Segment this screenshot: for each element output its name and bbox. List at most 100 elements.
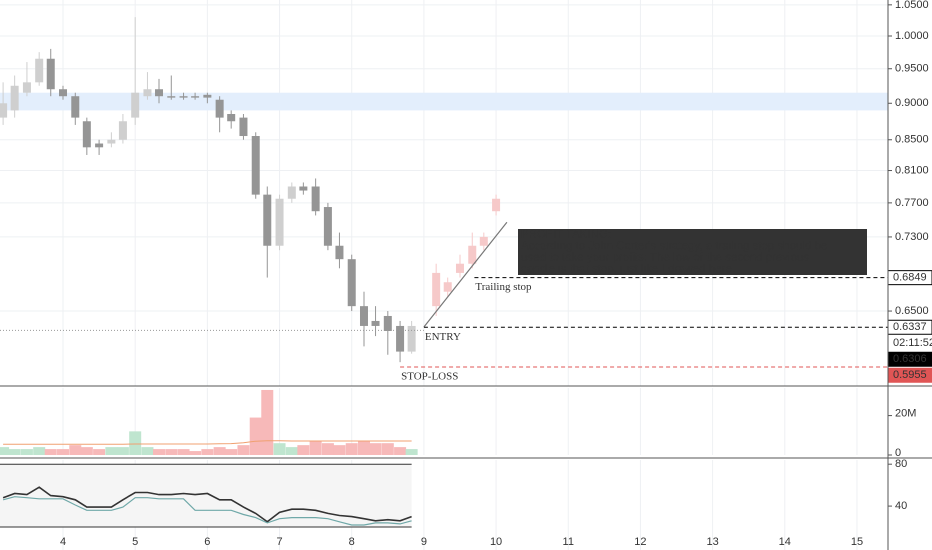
y-tick-label: 0.6500 (895, 305, 929, 317)
candle-body (275, 198, 284, 246)
volume-bar (80, 447, 93, 455)
candle-body (396, 325, 405, 352)
candle-body (383, 315, 392, 331)
y-tick-label: 0.7700 (895, 197, 929, 209)
volume-bar (249, 417, 262, 455)
volume-bar (129, 431, 142, 455)
candle-body (371, 320, 380, 326)
price-badge-label: 0.5955 (893, 369, 927, 381)
x-tick-label: 10 (490, 536, 502, 548)
candle-body (167, 96, 176, 98)
y-tick-label: 80 (895, 458, 907, 470)
y-tick-label: 40 (895, 500, 907, 512)
candle-body (468, 245, 477, 264)
candle-body (239, 117, 248, 137)
candle-body (118, 121, 127, 140)
volume-bar (57, 449, 70, 455)
price-badge-label: 0.6337 (893, 321, 927, 333)
candle-body (227, 113, 236, 122)
y-tick-label: 0.9500 (895, 63, 929, 75)
x-tick-label: 14 (779, 536, 791, 548)
volume-bar (44, 449, 57, 455)
candle-body (131, 92, 140, 118)
candle-body (155, 89, 164, 97)
candle-body (347, 259, 356, 307)
candle-body (251, 136, 260, 195)
y-tick-label: 0.9000 (895, 97, 929, 109)
candle-body (95, 143, 104, 148)
volume-bar (345, 443, 358, 455)
volume-bar (213, 447, 226, 455)
volume-bar (201, 449, 214, 455)
annotation-box: PROFIT TAKING:According to John Carter's… (518, 229, 867, 276)
candle-body (35, 58, 44, 83)
candle-body (46, 58, 55, 90)
volume-bar (261, 389, 274, 455)
candle-body (0, 103, 8, 118)
candle-body (143, 89, 152, 97)
candle-body (443, 282, 452, 292)
candle-body (215, 99, 224, 118)
candle-body (82, 121, 91, 148)
annotation-text: candle is that stop, just like I drawed … (521, 264, 735, 276)
price-badge-label: 02:11:52 (893, 337, 932, 349)
x-tick-label: 9 (421, 536, 427, 548)
candle-body (359, 306, 368, 326)
volume-bar (105, 447, 118, 455)
x-tick-label: 8 (349, 536, 355, 548)
volume-bar (357, 441, 370, 455)
candle-body (492, 198, 501, 212)
candle-body (287, 186, 296, 199)
volume-bar (33, 447, 46, 455)
annotation-text: PROFIT TAKING: (521, 229, 611, 241)
candle-body (179, 96, 188, 98)
candle-body (311, 186, 320, 212)
volume-bar (69, 445, 82, 455)
osc-band (0, 464, 412, 528)
volume-bar (394, 447, 407, 455)
x-tick-label: 12 (634, 536, 646, 548)
volume-bar (141, 447, 154, 455)
candle-body (191, 96, 200, 98)
x-tick-label: 13 (706, 536, 718, 548)
price-badge-label: 0.6849 (893, 272, 927, 284)
y-tick-label: 0.7300 (895, 231, 929, 243)
volume-bar (20, 449, 33, 455)
volume-bar (93, 449, 106, 455)
annotation-text: used to take your profits: The low of th… (521, 252, 809, 264)
volume-bar (333, 445, 346, 455)
x-tick-label: 5 (132, 536, 138, 548)
candle-body (479, 236, 488, 246)
candle-body (263, 194, 272, 246)
candle-body (203, 94, 212, 98)
x-tick-label: 7 (276, 536, 282, 548)
volume-bar (153, 449, 166, 455)
volume-bar (189, 451, 202, 455)
x-tick-label: 4 (60, 536, 66, 548)
x-tick-label: 15 (851, 536, 863, 548)
y-tick-label: 0 (895, 447, 901, 459)
candle-body (71, 96, 80, 118)
y-tick-label: 1.0000 (895, 30, 929, 42)
y-tick-label: 0.8100 (895, 164, 929, 176)
candle-body (455, 263, 464, 273)
x-tick-label: 6 (204, 536, 210, 548)
candle-body (432, 272, 441, 307)
candle-body (59, 89, 68, 97)
level-label: STOP-LOSS (401, 370, 458, 382)
level-label: ENTRY (425, 331, 461, 343)
volume-bar (225, 449, 238, 455)
volume-bar (165, 449, 178, 455)
candle-body (323, 207, 332, 246)
y-tick-label: 1.0500 (895, 0, 929, 11)
volume-bar (237, 445, 250, 455)
candle-body (10, 85, 19, 111)
price-badge (888, 336, 932, 351)
volume-bar (8, 449, 21, 455)
candle-body (407, 325, 416, 352)
volume-bar (177, 449, 190, 455)
y-tick-label: 20M (895, 407, 916, 419)
volume-bar (321, 443, 334, 455)
candle-body (335, 245, 344, 260)
